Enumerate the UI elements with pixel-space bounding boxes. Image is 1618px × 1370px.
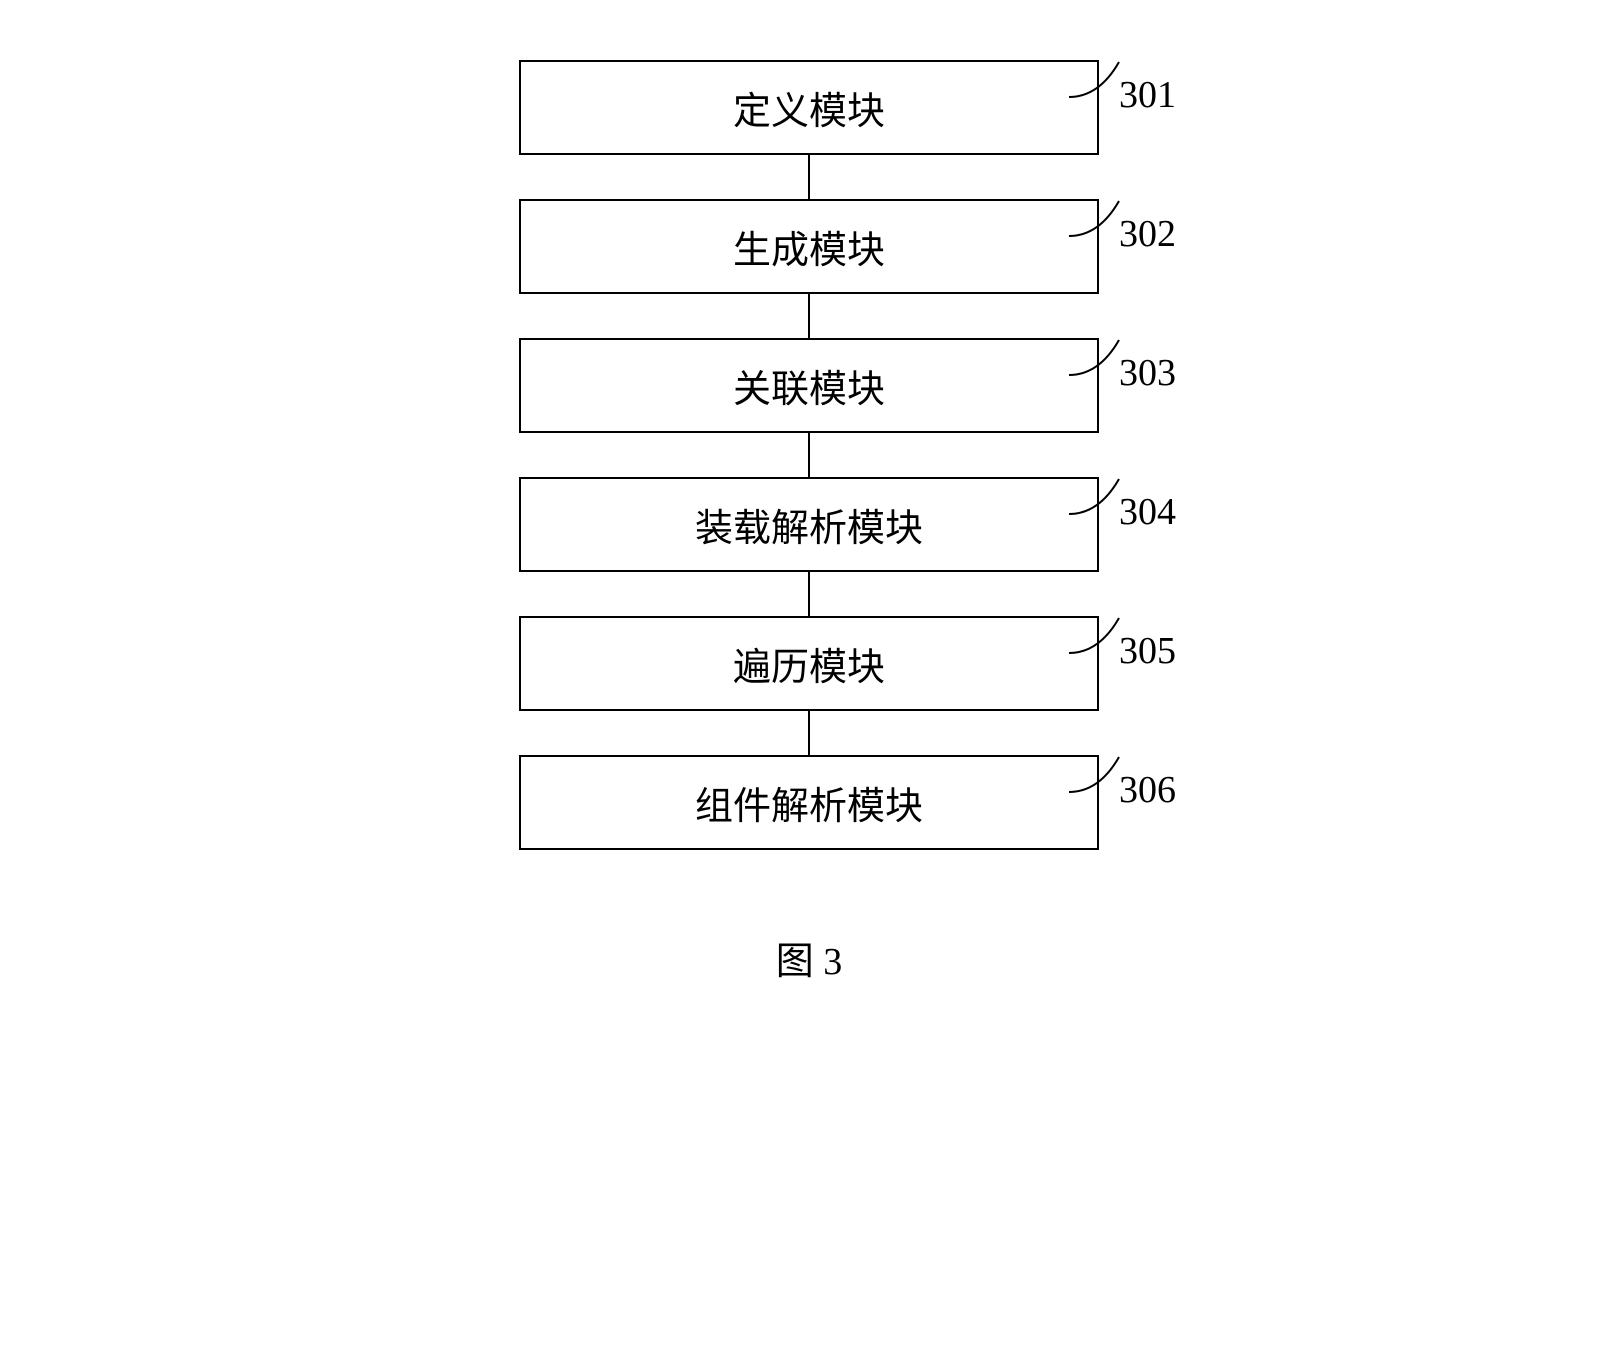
connector-1-2 — [808, 155, 810, 199]
node-label-1: 301 — [1119, 72, 1176, 116]
node-label-3: 303 — [1119, 350, 1176, 394]
node-row-3: 关联模块 303 — [120, 338, 1498, 433]
node-text-2: 生成模块 — [733, 230, 885, 272]
node-text-3: 关联模块 — [733, 369, 885, 411]
node-box-1: 定义模块 — [519, 60, 1099, 155]
node-box-2: 生成模块 — [519, 199, 1099, 294]
node-row-6: 组件解析模块 306 — [120, 755, 1498, 850]
node-box-3: 关联模块 — [519, 338, 1099, 433]
node-box-5: 遍历模块 — [519, 616, 1099, 711]
node-row-5: 遍历模块 305 — [120, 616, 1498, 711]
node-box-6: 组件解析模块 — [519, 755, 1099, 850]
figure-caption: 图 3 — [120, 930, 1498, 985]
node-text-4: 装载解析模块 — [695, 508, 923, 550]
connector-4-5 — [808, 572, 810, 616]
node-text-6: 组件解析模块 — [695, 786, 923, 828]
flowchart-diagram: 定义模块 301 生成模块 302 关联模块 303 装载解析模块 — [120, 60, 1498, 850]
node-label-6: 306 — [1119, 767, 1176, 811]
node-row-2: 生成模块 302 — [120, 199, 1498, 294]
node-text-1: 定义模块 — [733, 91, 885, 133]
node-row-1: 定义模块 301 — [120, 60, 1498, 155]
node-label-4: 304 — [1119, 489, 1176, 533]
connector-2-3 — [808, 294, 810, 338]
node-label-5: 305 — [1119, 628, 1176, 672]
node-row-4: 装载解析模块 304 — [120, 477, 1498, 572]
node-text-5: 遍历模块 — [733, 647, 885, 689]
connector-5-6 — [808, 711, 810, 755]
connector-3-4 — [808, 433, 810, 477]
node-label-2: 302 — [1119, 211, 1176, 255]
node-box-4: 装载解析模块 — [519, 477, 1099, 572]
